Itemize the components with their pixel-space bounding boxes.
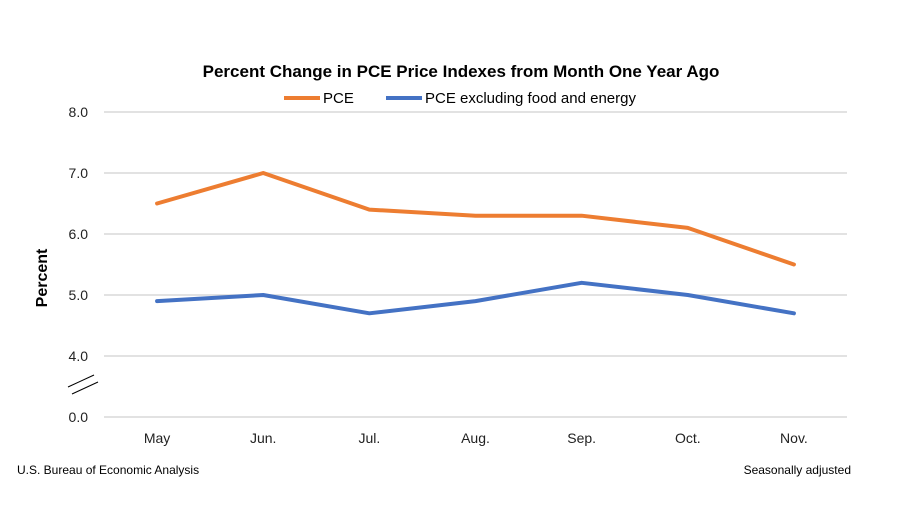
y-tick-label: 6.0 <box>69 226 89 242</box>
source-note: U.S. Bureau of Economic Analysis <box>17 463 199 477</box>
y-tick-label: 5.0 <box>69 287 89 303</box>
y-tick-label: 0.0 <box>69 409 89 425</box>
x-tick-label: Jun. <box>250 430 276 446</box>
x-tick-label: Oct. <box>675 430 701 446</box>
seasonal-note: Seasonally adjusted <box>744 463 851 477</box>
chart-title: Percent Change in PCE Price Indexes from… <box>203 62 720 81</box>
legend-label-core-pce: PCE excluding food and energy <box>425 90 636 107</box>
x-tick-labels: May Jun. Jul. Aug. Sep. Oct. Nov. <box>144 430 808 446</box>
x-tick-label: Aug. <box>461 430 490 446</box>
series-line-core-pce <box>155 280 796 316</box>
y-axis-label: Percent <box>34 248 51 307</box>
series-line-pce <box>155 171 796 267</box>
x-tick-label: May <box>144 430 170 446</box>
x-tick-label: Nov. <box>780 430 808 446</box>
gridlines <box>104 111 847 418</box>
x-tick-label: Sep. <box>567 430 596 446</box>
y-tick-label: 4.0 <box>69 348 89 364</box>
y-tick-label: 7.0 <box>69 165 89 181</box>
x-tick-label: Jul. <box>358 430 380 446</box>
axis-break-icon <box>67 374 99 395</box>
legend-label-pce: PCE <box>323 90 354 107</box>
y-tick-labels: 8.0 7.0 6.0 5.0 4.0 0.0 <box>69 104 89 425</box>
series-lines <box>155 171 796 316</box>
legend: PCE PCE excluding food and energy <box>284 90 636 107</box>
y-tick-label: 8.0 <box>69 104 89 120</box>
